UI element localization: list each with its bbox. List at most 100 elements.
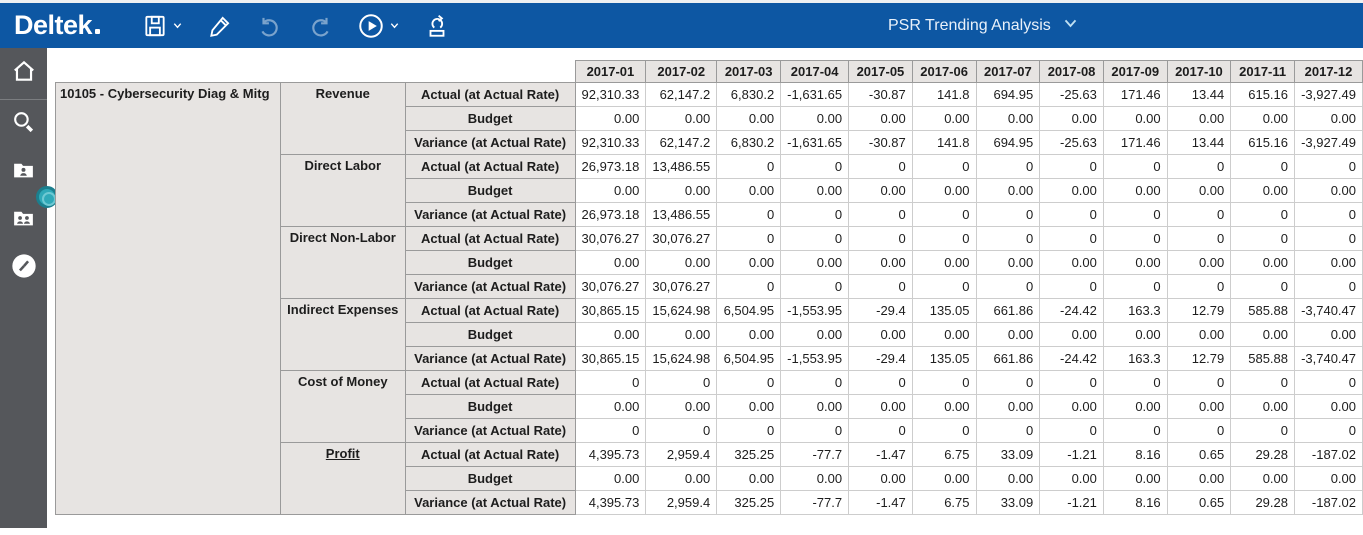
- data-cell: -25.63: [1039, 82, 1104, 107]
- data-cell: -30.87: [848, 130, 913, 155]
- data-cell: 615.16: [1230, 82, 1295, 107]
- home-icon: [11, 58, 37, 89]
- data-cell: -30.87: [848, 82, 913, 107]
- data-cell: 0: [716, 274, 782, 299]
- data-cell: 13,486.55: [645, 202, 718, 227]
- data-cell: 0.00: [574, 322, 647, 347]
- data-cell: 0: [1102, 202, 1168, 227]
- data-cell: 0: [1039, 274, 1104, 299]
- data-cell: 694.95: [975, 82, 1041, 107]
- data-cell: 0.00: [1102, 322, 1168, 347]
- data-cell: 0.00: [1166, 466, 1232, 491]
- data-cell: -1,631.65: [780, 130, 850, 155]
- data-cell: 0: [1166, 274, 1232, 299]
- data-cell: 0: [780, 418, 850, 443]
- psr-trending-grid: 2017-01 2017-02 2017-03 2017-04 2017-05 2017-…: [55, 60, 1363, 515]
- data-cell: -187.02: [1294, 442, 1363, 467]
- data-cell: 0: [780, 202, 850, 227]
- report-title: PSR Trending Analysis: [888, 16, 1051, 34]
- report-title-dropdown[interactable]: PSR Trending Analysis: [888, 3, 1078, 48]
- submit-process-icon: [424, 13, 450, 39]
- month-header: 2017-10: [1166, 60, 1232, 83]
- data-cell: 0: [911, 418, 977, 443]
- metric-label-cell: Budget: [404, 322, 576, 347]
- sidebar-item-home[interactable]: [0, 48, 47, 100]
- edit-pencil-icon: [207, 13, 233, 39]
- data-cell: 0.00: [1102, 250, 1168, 275]
- data-cell: -29.4: [848, 298, 913, 323]
- sidebar-item-resources[interactable]: [0, 196, 47, 244]
- submit-button[interactable]: [416, 9, 458, 43]
- table-row: Budget 0.00 0.00 0.00 0.00 0.00 0.00 0.00 0.00 0.…: [56, 466, 1363, 491]
- redo-button[interactable]: [299, 9, 341, 43]
- table-row: Variance (at Actual Rate) 92,310.33 62,147…: [56, 130, 1363, 155]
- data-cell: 0: [1102, 154, 1168, 179]
- data-cell: 12.79: [1166, 298, 1232, 323]
- data-cell: 0: [1039, 370, 1104, 395]
- data-cell: 0.00: [975, 250, 1041, 275]
- data-cell: 0: [716, 202, 782, 227]
- edit-button[interactable]: [199, 9, 241, 43]
- data-cell: 0: [975, 274, 1041, 299]
- table-row: Budget 0.00 0.00 0.00 0.00 0.00 0.00 0.00 0.00 0.…: [56, 178, 1363, 203]
- metric-label-cell: Budget: [404, 178, 576, 203]
- run-play-icon: [357, 12, 385, 40]
- data-cell: 0.00: [1230, 322, 1295, 347]
- data-cell: 0.00: [848, 250, 913, 275]
- data-cell: 0.00: [645, 106, 718, 131]
- data-cell: 0.00: [1294, 466, 1363, 491]
- category-cell: Indirect Expenses: [279, 298, 406, 371]
- data-cell: 92,310.33: [574, 82, 647, 107]
- chevron-down-icon: [389, 20, 400, 31]
- table-row: Budget 0.00 0.00 0.00 0.00 0.00 0.00 0.00 0.00 0.…: [56, 322, 1363, 347]
- sidebar-item-time[interactable]: [0, 244, 47, 292]
- data-cell: 0: [1294, 274, 1363, 299]
- data-cell: 6.75: [911, 490, 977, 515]
- table-row: Variance (at Actual Rate) 30,076.27 30,076…: [56, 274, 1363, 299]
- data-cell: 0: [1294, 202, 1363, 227]
- data-cell: 0.00: [911, 106, 977, 131]
- data-cell: 0.00: [1166, 322, 1232, 347]
- data-cell: 33.09: [975, 490, 1041, 515]
- save-button[interactable]: [134, 9, 191, 43]
- data-cell: 0: [848, 202, 913, 227]
- data-cell: 30,076.27: [645, 274, 718, 299]
- data-cell: 0.00: [1294, 106, 1363, 131]
- sidebar-item-search[interactable]: [0, 100, 47, 148]
- metric-label-cell: Variance (at Actual Rate): [404, 274, 576, 299]
- data-cell: 0.00: [645, 178, 718, 203]
- data-cell: 0: [645, 418, 718, 443]
- data-cell: 0.00: [848, 322, 913, 347]
- data-cell: 0.00: [574, 178, 647, 203]
- data-cell: -1.47: [848, 442, 913, 467]
- run-button[interactable]: [349, 8, 408, 44]
- metric-label-cell: Variance (at Actual Rate): [404, 490, 576, 515]
- metric-label-cell: Actual (at Actual Rate): [404, 82, 576, 107]
- table-row: Variance (at Actual Rate) 26,973.18 13,486…: [56, 202, 1363, 227]
- data-cell: 0.65: [1166, 490, 1232, 515]
- data-cell: 0.00: [1230, 106, 1295, 131]
- data-cell: 0: [574, 370, 647, 395]
- data-cell: 8.16: [1102, 442, 1168, 467]
- data-cell: 6,504.95: [716, 346, 782, 371]
- data-cell: -3,927.49: [1294, 130, 1363, 155]
- data-cell: 135.05: [911, 298, 977, 323]
- table-row: Direct Labor Actual (at Actual Rate) 26,97…: [56, 154, 1363, 227]
- data-cell: 615.16: [1230, 130, 1295, 155]
- data-cell: -29.4: [848, 346, 913, 371]
- data-cell: 0.00: [645, 322, 718, 347]
- data-cell: 0: [975, 226, 1041, 251]
- data-cell: 0: [975, 418, 1041, 443]
- sidebar-item-projects[interactable]: [0, 148, 47, 196]
- data-cell: 0.00: [1230, 394, 1295, 419]
- month-header: 2017-03: [716, 60, 782, 83]
- data-cell: 0: [645, 370, 718, 395]
- toolbar: [134, 8, 458, 44]
- data-cell: 15,624.98: [645, 298, 718, 323]
- data-cell: 0.00: [716, 394, 782, 419]
- undo-button[interactable]: [249, 9, 291, 43]
- category-cell[interactable]: Profit: [279, 442, 406, 515]
- data-cell: 0.00: [848, 178, 913, 203]
- data-cell: -3,740.47: [1294, 298, 1363, 323]
- data-cell: 0: [716, 154, 782, 179]
